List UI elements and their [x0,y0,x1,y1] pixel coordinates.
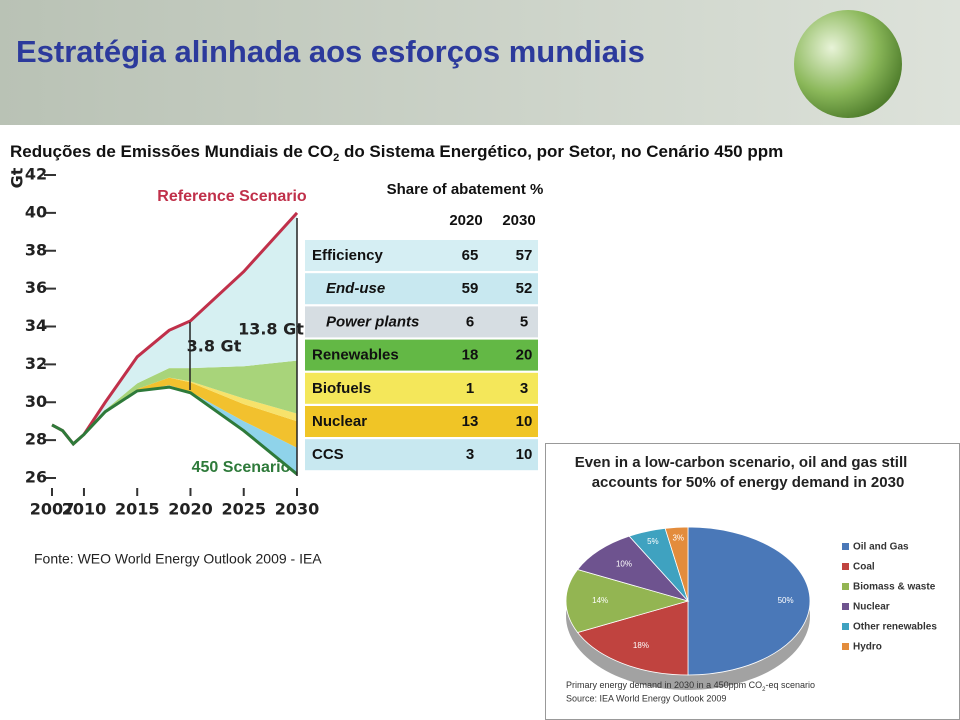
y-tick-label: 36 [25,278,47,297]
y-tick-label: 40 [25,202,47,221]
value-label: 10% [616,560,632,569]
pie-slice [576,535,690,602]
table-row [305,439,538,471]
pie-slice [576,600,689,676]
cell: 10 [516,446,533,463]
y-axis-label: Gt [8,167,27,188]
row-label: CCS [312,446,344,463]
value-label: 14% [592,596,608,605]
cell: 57 [516,247,533,264]
legend-swatch [842,643,849,650]
series-label: 450 Scenario [192,459,291,476]
pie-title: accounts for 50% of energy demand in 203… [592,474,905,491]
pie-panel: Even in a low-carbon scenario, oil and g… [545,443,960,720]
pie-slice [664,526,689,602]
legend-swatch [842,603,849,610]
column-header: 2020 [449,212,482,229]
cell: 65 [462,247,479,264]
subscript: 2 [762,687,766,693]
cell: 18 [462,347,479,364]
table-title: Share of abatement % [387,181,544,198]
annotation: 3.8 Gt [187,337,242,356]
row-label: Power plants [326,313,419,330]
pie-note: Primary energy demand in 2030 in a 450pp… [566,680,815,692]
x-tick-label: 2025 [221,500,266,519]
globe-icon [794,10,902,118]
value-label: 18% [633,641,649,650]
wedge [52,377,297,448]
series-label: Reference Scenario [157,188,307,205]
wedge [52,360,297,444]
row-label: End-use [326,280,385,297]
x-tick-label: 2007 [30,500,75,519]
table-row [305,339,538,371]
row-label: Renewables [312,347,399,364]
annotations: 3.8 Gt 13.8 Gt [187,218,304,476]
x-tick-label: 2010 [62,500,107,519]
pie-slice [565,569,690,633]
subtitle: Reduções de Emissões Mundiais de CO2 do … [10,142,783,163]
table-row [305,406,538,437]
legend-swatch [842,583,849,590]
x-tick-label: 2020 [168,500,213,519]
value-label: 3% [672,533,684,542]
x-tick-label: 2030 [275,500,320,519]
note-text: -eq scenario [765,680,815,690]
cell: 1 [466,380,474,397]
x-tick-label: 2015 [115,500,160,519]
table-row [305,306,538,338]
legend-label: Biomass & waste [853,582,936,593]
legend-label: Coal [853,562,875,573]
legend-label: Nuclear [853,602,890,613]
pie-title: Even in a low-carbon scenario, oil and g… [575,454,908,471]
legend-swatch [842,623,849,630]
pie-slice [687,526,811,676]
annotation: 13.8 Gt [238,320,304,339]
pie-source: Source: IEA World Energy Outlook 2009 [566,693,726,703]
row-label: Nuclear [312,413,367,430]
cell: 3 [466,446,474,463]
value-label: 50% [778,596,794,605]
cell: 59 [462,280,479,297]
wedge [52,385,297,475]
column-header: 2030 [502,212,535,229]
row-label: Efficiency [312,247,384,264]
cell: 13 [462,413,479,430]
table-row [305,240,538,271]
table-row [305,372,538,404]
y-tick-label: 30 [25,392,47,411]
y-tick-label: 28 [25,430,47,449]
subtitle-text: Reduções de Emissões Mundiais de CO [10,142,333,161]
y-tick-label: 42 [25,165,47,184]
cell: 20 [516,347,533,364]
y-tick-label: 32 [25,354,47,373]
legend-label: Other renewables [853,622,937,633]
series-line [51,385,298,476]
legend-swatch [842,543,849,550]
cell: 5 [520,313,528,330]
legend-label: Hydro [853,642,882,653]
y-tick-label: 38 [25,240,47,259]
y-tick-label: 34 [25,316,47,335]
legend-swatch [842,563,849,570]
abatement-table: Share of abatement % 2020 2030 Efficienc… [305,181,544,471]
cell: 3 [520,380,528,397]
value-label: 5% [647,537,659,546]
cell: 10 [516,413,533,430]
y-tick-label: 26 [25,468,47,487]
row-label: Biofuels [312,380,371,397]
slide-title: Estratégia alinhada aos esforços mundiai… [16,34,645,69]
note-text: Primary energy demand in 2030 in a 450pp… [566,680,762,690]
source: Fonte: WEO World Energy Outlook 2009 - I… [34,551,322,567]
table-row [305,273,538,305]
legend-label: Oil and Gas [853,542,909,553]
cell: 6 [466,313,474,330]
cell: 52 [516,280,533,297]
subtitle-text: do Sistema Energético, por Setor, no Cen… [339,142,783,161]
subscript: 2 [333,152,339,164]
